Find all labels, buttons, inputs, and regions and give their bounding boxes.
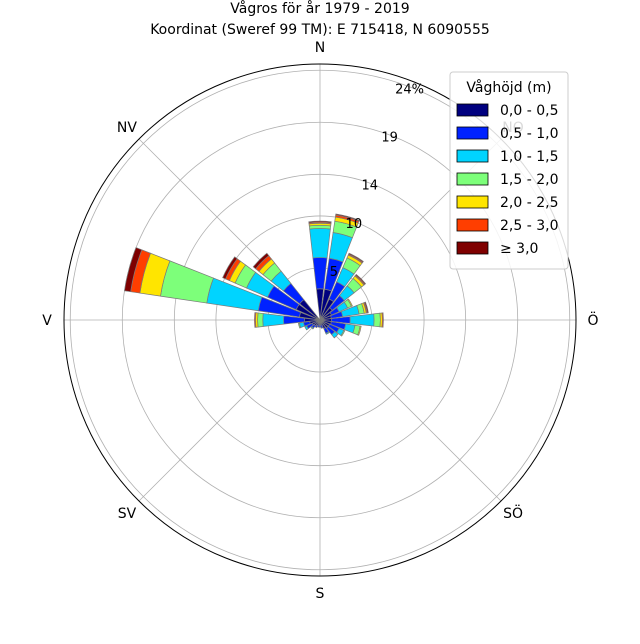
rose-bar-segment [222,256,238,280]
legend-entry: 2,5 - 3,0 [500,218,558,234]
rose-bar-segment [124,247,143,293]
polar-frame [63,63,577,577]
grid-ring [69,69,571,571]
legend-swatch [456,241,489,255]
legend-swatch [456,103,489,117]
legend-entry: 0,0 - 0,5 [500,103,558,119]
rose-bar-segment [308,220,332,224]
direction-label: V [42,313,52,329]
rose-bar-segment [252,252,270,270]
grid-ring [215,215,425,425]
rose-bar-segment [320,324,324,329]
rose-bar-segment [309,228,331,259]
rose-bar-segment [340,329,346,337]
rose-bar-segment [325,331,330,335]
grid-spoke [138,319,321,502]
rose-bars [124,213,384,339]
rose-bar-segment [331,331,339,339]
rose-bar-segment [335,213,360,222]
direction-label: NV [117,120,137,136]
radial-tick-label: 24% [395,82,424,97]
legend-entry: 2,0 - 2,5 [500,195,558,211]
rose-bar-segment [304,325,309,331]
legend-title: Våghöjd (m) [466,79,551,96]
grid-ring [173,173,467,467]
legend-swatch [456,126,489,140]
direction-label: SV [118,506,137,522]
legend-entry: 1,0 - 1,5 [500,149,558,165]
legend-swatch [456,149,489,163]
rose-bar-segment [373,312,381,328]
rose-bar-segment [262,313,285,327]
legend-entry: 0,5 - 1,0 [500,126,558,142]
grid-ring [121,121,519,519]
rose-bar-segment [381,312,384,328]
direction-label: S [316,586,325,602]
legend-swatch [456,195,489,209]
legend-entry: 1,5 - 2,0 [500,172,558,188]
rose-bar-segment [357,325,362,336]
legend-swatch [456,172,489,186]
radial-tick-label: 5 [330,265,338,280]
chart-subtitle: Koordinat (Sweref 99 TM): E 715418, N 60… [150,22,490,38]
polar-grid [64,64,576,576]
rose-bar-segment [297,322,302,329]
radial-tick-label: 10 [346,217,363,232]
legend-entry: ≥ 3,0 [500,241,538,257]
rose-bar-segment [347,298,353,307]
rose-bar-segment [160,260,214,304]
rose-bar-segment [348,252,364,263]
rose-bar-segment [257,312,264,328]
legend: Våghöjd (m) 0,0 - 0,5 0,5 - 1,0 1,0 - 1,5 1,… [449,71,569,270]
legend-box [449,71,569,270]
chart-title: Vågros för år 1979 - 2019 [230,0,409,17]
direction-label: Ö [587,311,598,329]
radial-tick-label: 14 [361,178,378,193]
rose-bar-segment [349,313,375,327]
rose-bar-segment [310,325,315,330]
direction-label: SÖ [503,504,523,522]
radial-tick-label: 19 [381,130,398,145]
rose-bar-segment [254,312,257,328]
legend-swatch [456,218,489,232]
rose-bar-segment [355,273,367,285]
direction-label: N [315,40,325,56]
rose-bar-segment [312,257,328,290]
grid-spoke [319,319,502,502]
radial-tick-labels: 5 10 14 19 24% [330,82,424,280]
rose-bar-segment [364,301,369,314]
